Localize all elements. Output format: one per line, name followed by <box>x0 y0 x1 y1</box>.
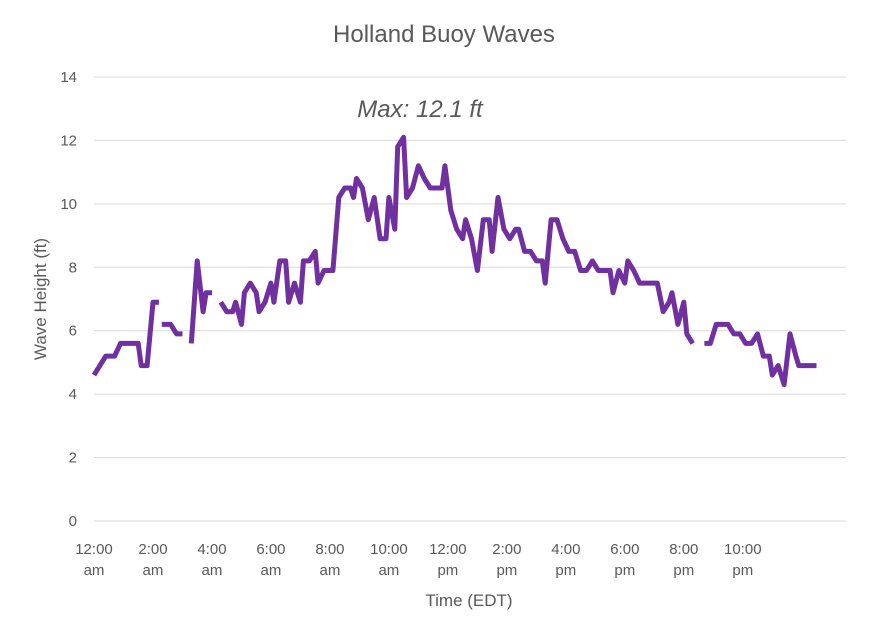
y-tick-label: 12 <box>60 132 77 149</box>
x-tick-time: 12:00 <box>429 541 467 558</box>
series-line-segment <box>704 321 817 388</box>
x-tick-meridiem: am <box>84 562 105 579</box>
x-tick-label: 2:00 am <box>138 541 167 579</box>
x-axis-label: Time (EDT) <box>425 591 512 610</box>
x-tick-time: 4:00 <box>197 541 226 558</box>
x-tick-meridiem: am <box>378 562 399 579</box>
y-tick-labels: 0 2 4 6 8 10 12 14 <box>60 69 77 530</box>
y-tick-label: 4 <box>69 386 77 403</box>
x-tick-label: 4:00 am <box>197 541 226 579</box>
chart-title: Holland Buoy Waves <box>333 21 555 48</box>
x-tick-time: 2:00 <box>492 541 521 558</box>
x-tick-meridiem: pm <box>614 562 635 579</box>
x-tick-time: 6:00 <box>610 541 639 558</box>
y-axis-label: Wave Height (ft) <box>31 238 50 360</box>
x-tick-time: 6:00 <box>256 541 285 558</box>
x-tick-meridiem: am <box>261 562 282 579</box>
x-tick-meridiem: am <box>202 562 223 579</box>
series-line-segment <box>188 258 212 344</box>
y-tick-label: 2 <box>69 450 77 467</box>
x-tick-time: 8:00 <box>669 541 698 558</box>
x-tick-time: 4:00 <box>551 541 580 558</box>
y-tick-label: 10 <box>60 196 77 213</box>
y-tick-label: 6 <box>69 323 77 340</box>
x-tick-label: 12:00 pm <box>429 541 467 579</box>
x-tick-meridiem: pm <box>437 562 458 579</box>
x-tick-meridiem: pm <box>496 562 517 579</box>
x-tick-label: 2:00 pm <box>492 541 521 579</box>
x-tick-label: 12:00 am <box>75 541 113 579</box>
x-tick-label: 8:00 am <box>315 541 344 579</box>
x-tick-label: 4:00 pm <box>551 541 580 579</box>
x-tick-time: 2:00 <box>138 541 167 558</box>
y-tick-label: 14 <box>60 69 77 86</box>
x-tick-label: 6:00 am <box>256 541 285 579</box>
x-tick-label: 6:00 pm <box>610 541 639 579</box>
x-tick-meridiem: am <box>319 562 340 579</box>
x-tick-meridiem: pm <box>732 562 753 579</box>
x-tick-meridiem: pm <box>673 562 694 579</box>
x-tick-time: 12:00 <box>75 541 113 558</box>
x-tick-meridiem: pm <box>555 562 576 579</box>
max-annotation: Max: 12.1 ft <box>357 96 484 123</box>
series-line-segment <box>218 134 695 345</box>
series-line-segment <box>91 299 159 377</box>
y-tick-label: 8 <box>69 259 77 276</box>
x-tick-label: 10:00 am <box>370 541 408 579</box>
x-tick-label: 10:00 pm <box>724 541 762 579</box>
series-line-segment <box>161 321 183 337</box>
x-tick-time: 10:00 <box>370 541 408 558</box>
x-tick-time: 8:00 <box>315 541 344 558</box>
x-tick-meridiem: am <box>143 562 164 579</box>
x-tick-time: 10:00 <box>724 541 762 558</box>
x-tick-label: 8:00 pm <box>669 541 698 579</box>
y-tick-label: 0 <box>69 513 77 530</box>
series-line <box>91 134 817 388</box>
grid-layer <box>94 76 846 522</box>
